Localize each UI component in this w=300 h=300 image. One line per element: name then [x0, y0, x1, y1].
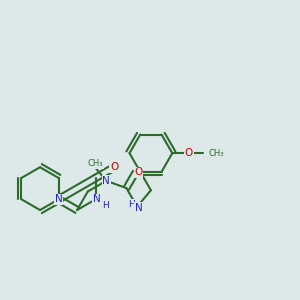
Text: CH₃: CH₃: [209, 149, 224, 158]
Text: O: O: [134, 167, 142, 177]
Text: O: O: [184, 148, 193, 158]
Text: N: N: [55, 194, 62, 204]
Text: O: O: [110, 162, 118, 172]
Text: N: N: [93, 194, 101, 204]
Text: N: N: [103, 176, 110, 186]
Text: N: N: [135, 202, 143, 212]
Text: H: H: [102, 201, 109, 210]
Text: H: H: [128, 200, 135, 209]
Text: CH₃: CH₃: [88, 159, 103, 168]
